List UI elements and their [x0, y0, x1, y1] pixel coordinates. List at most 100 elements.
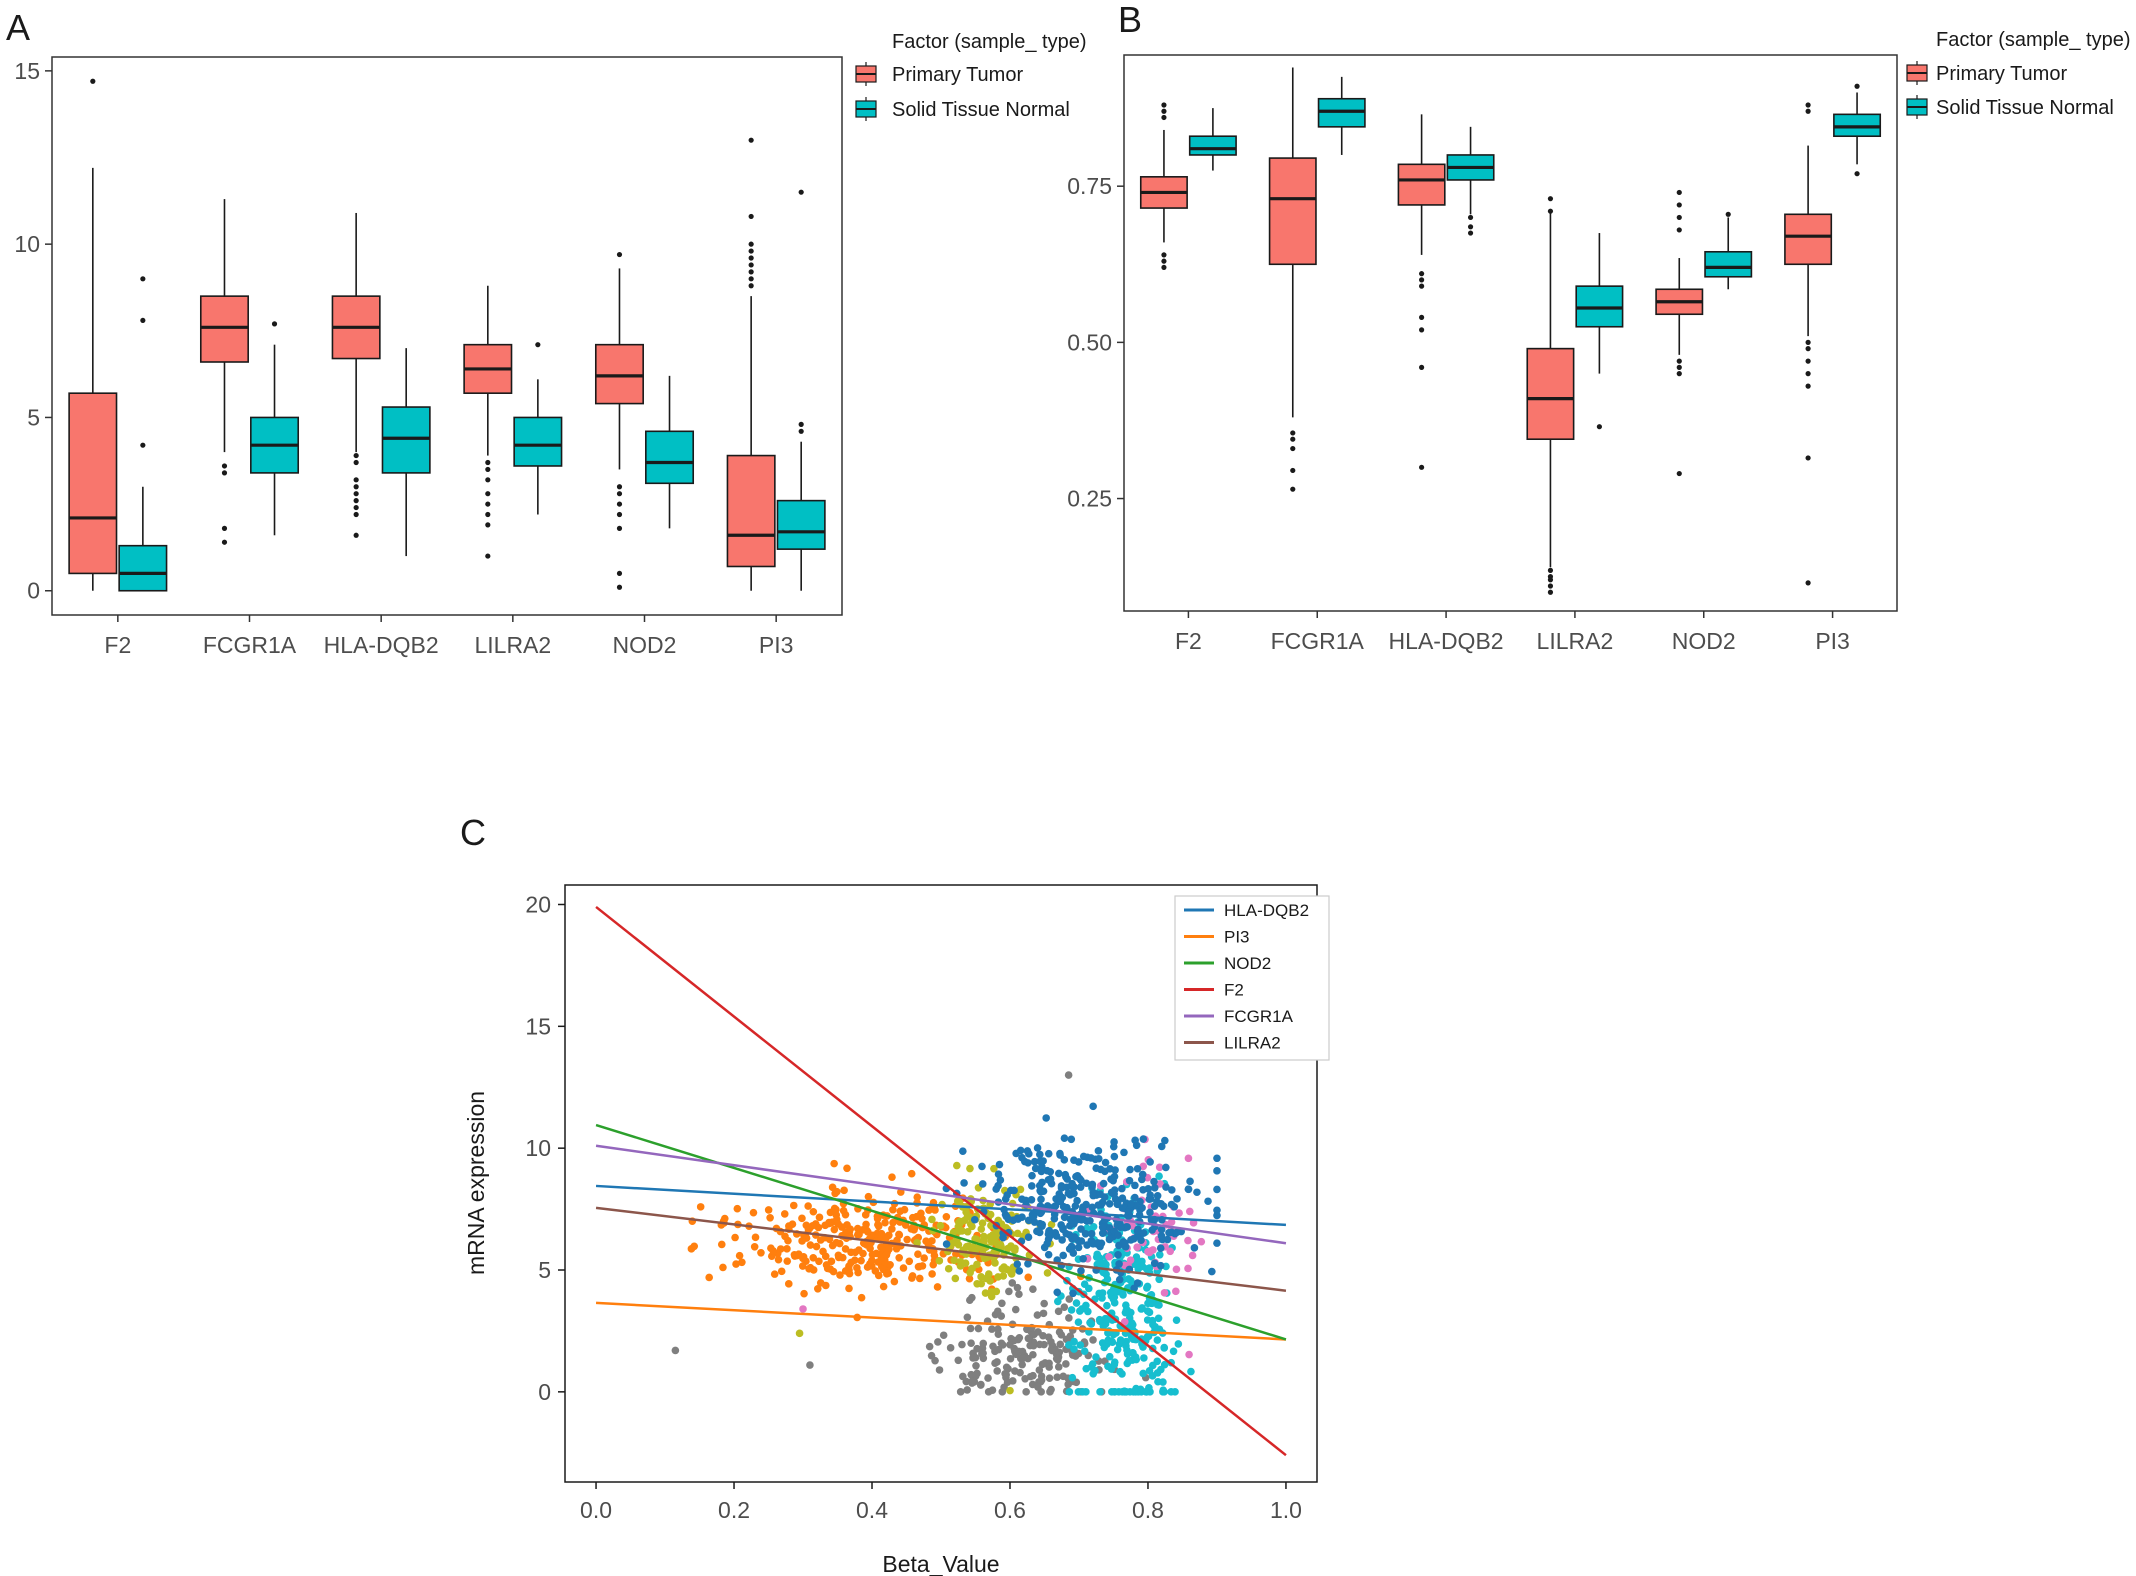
point-f2	[974, 1324, 983, 1333]
point-fcgr1a	[1139, 1162, 1148, 1171]
point-f2	[993, 1358, 1001, 1366]
point-nod2	[953, 1161, 961, 1170]
point-hla-dqb2	[1087, 1236, 1096, 1245]
point-pi3	[813, 1284, 822, 1293]
point-f2	[1018, 1360, 1026, 1369]
point-pi3	[914, 1250, 922, 1258]
point-pi3	[800, 1289, 808, 1298]
point-fcgr1a	[1185, 1350, 1193, 1359]
point-lilra2	[1075, 1307, 1084, 1315]
point-pi3	[815, 1257, 823, 1266]
point-hla-dqb2	[1062, 1229, 1070, 1238]
y-tick-label: 10	[525, 1135, 551, 1161]
panel-b-legend: Factor (sample_ type) Primary Tumor Soli…	[1906, 29, 2131, 119]
point-nod2	[978, 1219, 987, 1227]
point-hla-dqb2	[1121, 1243, 1130, 1251]
outlier-point	[1854, 83, 1860, 89]
x-tick-label-nod2: NOD2	[613, 632, 677, 658]
outlier-point	[748, 255, 754, 261]
point-pi3	[895, 1253, 903, 1262]
point-hla-dqb2	[1107, 1188, 1116, 1197]
point-nod2	[1003, 1244, 1012, 1253]
point-pi3	[857, 1256, 865, 1265]
outlier-point	[140, 317, 146, 324]
point-pi3	[846, 1225, 855, 1233]
point-pi3	[841, 1245, 850, 1253]
point-nod2	[987, 1288, 996, 1296]
point-hla-dqb2	[1118, 1184, 1126, 1193]
point-fcgr1a	[1133, 1243, 1141, 1251]
point-hla-dqb2	[1172, 1228, 1181, 1237]
point-lilra2	[1082, 1301, 1090, 1310]
legend-b-key-solid-tissue-normal	[1906, 95, 1928, 119]
point-lilra2	[1154, 1314, 1163, 1323]
outlier-point	[1805, 358, 1811, 364]
panel-c-y-axis-title: mRNA expression	[463, 1091, 489, 1275]
point-fcgr1a	[1184, 1154, 1193, 1163]
box-hla-dqb2-solid-tissue-normal	[381, 348, 431, 557]
y-tick-label: 20	[525, 891, 551, 917]
outlier-point	[535, 342, 541, 348]
point-pi3	[912, 1212, 921, 1221]
outlier-point	[221, 463, 228, 469]
point-f2	[1054, 1307, 1063, 1316]
legend-c-label-lilra2: LILRA2	[1224, 1034, 1281, 1053]
panel-b-plot-area	[1123, 54, 1898, 612]
point-f2	[1040, 1299, 1048, 1308]
panel-c-fit-lines	[595, 905, 1287, 1457]
point-hla-dqb2	[1167, 1186, 1176, 1194]
outlier-point	[616, 570, 623, 577]
x-tick-label-lilra2: LILRA2	[474, 632, 551, 658]
outlier-point	[616, 501, 623, 507]
point-f2	[1037, 1376, 1046, 1385]
point-lilra2	[1140, 1354, 1148, 1362]
point-hla-dqb2	[1064, 1189, 1073, 1198]
box-hla-dqb2-solid-tissue-normal	[1446, 126, 1495, 236]
point-f2	[939, 1331, 948, 1340]
point-hla-dqb2	[1097, 1201, 1105, 1209]
point-f2	[1035, 1340, 1044, 1349]
outlier-point	[798, 428, 804, 434]
point-lilra2	[1139, 1343, 1147, 1351]
point-hla-dqb2	[1060, 1134, 1069, 1143]
box-lilra2-primary-tumor	[1526, 196, 1575, 595]
outlier-point	[1290, 436, 1296, 442]
point-nod2	[1006, 1386, 1014, 1395]
point-pi3	[750, 1242, 759, 1251]
point-pi3	[781, 1232, 789, 1241]
point-f2	[1033, 1311, 1042, 1319]
point-pi3	[920, 1254, 928, 1262]
box-lilra2-solid-tissue-normal	[1575, 233, 1624, 430]
point-fcgr1a	[1155, 1163, 1164, 1172]
point-pi3	[864, 1228, 872, 1236]
legend-b-label-primary-tumor: Primary Tumor	[1936, 63, 2067, 85]
point-pi3	[804, 1202, 812, 1210]
point-pi3	[905, 1257, 914, 1266]
point-nod2	[973, 1279, 981, 1288]
box-iqr	[1784, 213, 1833, 266]
point-nod2	[955, 1198, 964, 1207]
point-hla-dqb2	[1111, 1166, 1119, 1174]
point-f2	[959, 1372, 967, 1381]
point-hla-dqb2	[978, 1162, 986, 1171]
box-nod2-solid-tissue-normal	[1704, 211, 1753, 290]
point-hla-dqb2	[1027, 1196, 1036, 1204]
outlier-point	[1161, 264, 1167, 271]
point-hla-dqb2	[1157, 1225, 1166, 1234]
point-nod2	[977, 1225, 986, 1233]
point-nod2	[935, 1257, 944, 1265]
point-f2	[1065, 1295, 1074, 1303]
point-hla-dqb2	[1069, 1289, 1077, 1298]
point-f2	[1056, 1340, 1065, 1349]
point-hla-dqb2	[1037, 1195, 1045, 1204]
point-pi3	[874, 1220, 882, 1229]
panel-a-boxplot: A 0 5 10 15 F2 FCGR1A HLA-DQB2 LILRA2 NOD2 PI3 F…	[6, 7, 1087, 658]
point-pi3	[705, 1273, 713, 1282]
point-hla-dqb2	[1023, 1147, 1032, 1155]
point-hla-dqb2	[1070, 1156, 1078, 1164]
point-lilra2	[1125, 1357, 1133, 1365]
y-tick-label: 15	[525, 1013, 551, 1039]
point-hla-dqb2	[1213, 1211, 1221, 1220]
fit-line-f2	[595, 905, 1287, 1457]
panel-a-plot-area	[51, 56, 843, 616]
